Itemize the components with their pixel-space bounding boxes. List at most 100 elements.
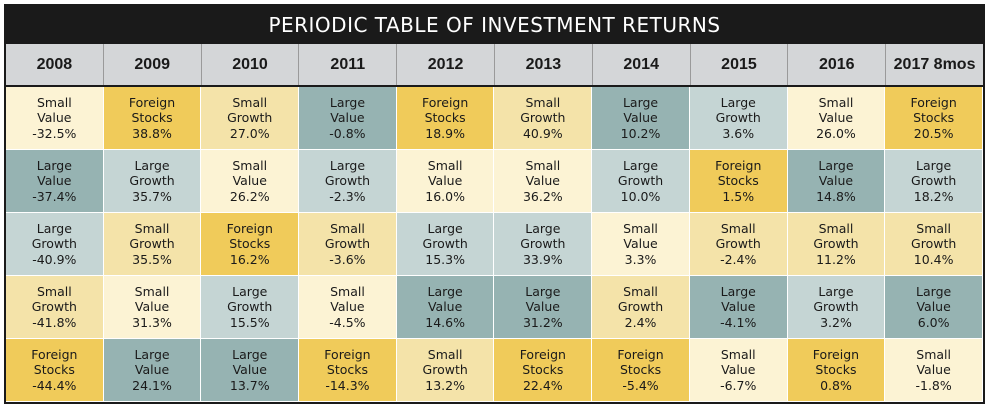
asset-class-label: Small [818, 220, 854, 236]
return-value: 33.9% [522, 251, 563, 267]
asset-class-label: Large [232, 346, 268, 362]
asset-class-label: Stocks [717, 173, 759, 189]
asset-class-label: Foreign [128, 94, 176, 110]
asset-class-label: Small [525, 157, 561, 173]
year-header: 2011 [299, 44, 398, 85]
asset-class-label: Value [134, 362, 170, 378]
asset-class-label: Small [330, 283, 365, 299]
return-cell: Foreign Stocks -5.4% [592, 339, 690, 402]
asset-class-label: Large [622, 157, 659, 173]
asset-class-label: Foreign [226, 220, 273, 236]
asset-class-label: Large [232, 283, 268, 299]
asset-class-label: Foreign [715, 157, 762, 173]
return-value: 2.4% [624, 314, 657, 330]
asset-class-label: Small [720, 220, 756, 236]
return-value: 15.3% [425, 251, 465, 267]
asset-class-label: Value [232, 362, 267, 378]
return-cell: Large Growth 33.9% [494, 213, 593, 276]
return-cell: Large Growth 10.0% [592, 150, 690, 213]
asset-class-label: Value [134, 299, 170, 315]
return-cell: Large Value -0.8% [299, 87, 397, 150]
asset-class-label: Large [916, 283, 952, 299]
return-cell: Large Growth 15.5% [201, 276, 300, 339]
asset-class-label: Small [818, 94, 854, 110]
year-header: 2012 [397, 44, 495, 85]
year-header: 2015 [691, 44, 789, 85]
return-cell: Large Value 14.8% [787, 150, 886, 213]
return-value: 14.8% [816, 188, 856, 204]
asset-class-label: Stocks [33, 362, 75, 378]
asset-class-label: Growth [422, 362, 468, 378]
asset-class-label: Growth [31, 236, 77, 252]
return-value: -2.4% [720, 251, 757, 267]
asset-class-label: Value [37, 173, 72, 189]
asset-class-label: Large [36, 157, 72, 173]
asset-class-label: Foreign [617, 346, 664, 362]
asset-class-label: Large [329, 94, 366, 110]
return-value: 18.9% [425, 125, 465, 141]
asset-class-label: Small [36, 283, 72, 299]
return-cell: Foreign Stocks 16.2% [201, 213, 300, 276]
return-value: 38.8% [132, 125, 172, 141]
asset-class-label: Large [525, 283, 561, 299]
asset-class-label: Large [818, 283, 854, 299]
asset-class-label: Value [721, 299, 756, 315]
return-value: 10.2% [620, 125, 661, 141]
return-cell: Small Growth -2.4% [689, 213, 788, 276]
asset-class-label: Small [720, 346, 756, 362]
return-cell: Small Growth 35.5% [103, 213, 202, 276]
return-cell: Large Value 10.2% [592, 87, 690, 150]
year-header-row: 2008 2009 2010 2011 2012 2013 2014 2015 2016 2017… [6, 44, 983, 87]
return-value: 36.2% [522, 188, 563, 204]
asset-class-label: Growth [617, 299, 664, 315]
asset-class-label: Small [525, 94, 561, 110]
asset-class-label: Value [818, 173, 854, 189]
asset-class-label: Small [427, 346, 463, 362]
return-value: -4.5% [329, 314, 366, 330]
return-value: 16.2% [229, 251, 270, 267]
asset-class-label: Large [134, 157, 170, 173]
year-header: 2008 [6, 44, 104, 85]
return-value: 6.0% [917, 314, 950, 330]
return-value: 13.2% [425, 377, 465, 393]
return-cell: Large Growth -2.3% [299, 150, 397, 213]
return-value: -3.6% [329, 251, 366, 267]
return-value: -5.4% [622, 377, 659, 393]
asset-class-label: Growth [129, 236, 175, 252]
return-value: 40.9% [522, 125, 563, 141]
return-cell: Small Value 26.0% [787, 87, 886, 150]
return-cell: Large Growth 35.7% [103, 150, 202, 213]
return-value: 31.3% [132, 314, 172, 330]
return-cell: Small Growth -41.8% [6, 276, 104, 339]
return-value: -4.1% [720, 314, 757, 330]
asset-class-label: Foreign [324, 346, 371, 362]
asset-class-label: Stocks [229, 236, 271, 252]
asset-class-label: Growth [715, 110, 761, 126]
asset-class-label: Growth [617, 173, 664, 189]
asset-class-label: Growth [31, 299, 77, 315]
return-value: 35.5% [132, 251, 172, 267]
asset-class-label: Small [36, 94, 72, 110]
asset-class-label: Value [37, 110, 72, 126]
asset-class-label: Value [721, 362, 756, 378]
asset-class-label: Small [623, 283, 658, 299]
return-cell: Large Value 6.0% [885, 276, 983, 339]
year-header: 2016 [788, 44, 887, 85]
periodic-table: PERIODIC TABLE OF INVESTMENT RETURNS 200… [4, 4, 985, 404]
return-value: 11.2% [816, 251, 856, 267]
asset-class-label: Value [427, 173, 463, 189]
return-cell: Small Growth 2.4% [592, 276, 690, 339]
asset-class-label: Large [818, 157, 854, 173]
return-cell: Small Value 16.0% [396, 150, 495, 213]
return-cell: Foreign Stocks -14.3% [299, 339, 397, 402]
asset-class-label: Value [525, 173, 560, 189]
asset-class-label: Large [916, 157, 952, 173]
asset-class-label: Small [623, 220, 658, 236]
return-value: 20.5% [913, 125, 954, 141]
return-value: 3.6% [722, 125, 755, 141]
asset-class-label: Value [232, 173, 267, 189]
return-value: -0.8% [329, 125, 366, 141]
asset-class-label: Stocks [326, 362, 368, 378]
return-cell: Large Value 24.1% [103, 339, 202, 402]
year-header: 2017 8mos [893, 55, 976, 73]
